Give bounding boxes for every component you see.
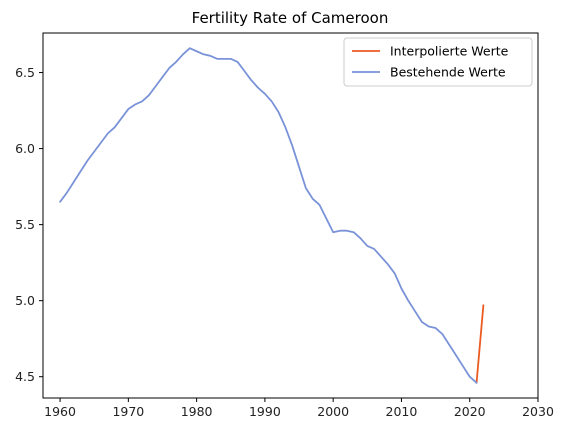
x-tick-label: 2020 [454,404,486,419]
chart-title: Fertility Rate of Cameroon [192,9,389,27]
y-tick-label: 5.0 [15,293,35,308]
x-tick-label: 2010 [386,404,418,419]
x-tick-label: 1990 [249,404,281,419]
x-tick-label: 2030 [522,404,554,419]
x-tick-label: 2000 [317,404,349,419]
plot-frame [42,32,539,399]
x-tick-label: 1980 [181,404,213,419]
x-tick-label: 1970 [112,404,144,419]
y-tick-label: 6.5 [15,65,35,80]
y-tick-label: 5.5 [15,217,35,232]
x-tick-label: 1960 [44,404,76,419]
legend: Interpolierte Werte Bestehende Werte [343,37,533,87]
legend-box [343,37,533,87]
series-layer [59,47,485,384]
y-tick-label: 4.5 [15,369,35,384]
legend-label: Interpolierte Werte [390,44,509,59]
y-tick-label: 6.0 [15,141,35,156]
y-axis: 4.5 5.0 5.5 6.0 6.5 [15,65,43,384]
series-line-0 [475,304,485,384]
x-axis: 1960 1970 1980 1990 2000 2010 2020 2030 [44,398,554,419]
legend-label: Bestehende Werte [390,65,506,80]
series-line-1 [59,47,478,384]
